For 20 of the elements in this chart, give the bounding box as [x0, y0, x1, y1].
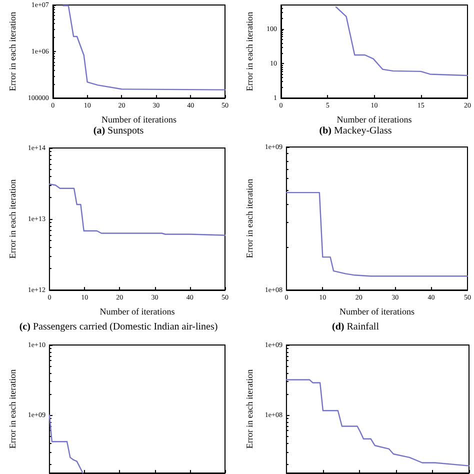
x-axis-title: Number of iterations	[101, 114, 177, 124]
y-axis-title: Error in each iteration	[8, 368, 18, 449]
y-axis-title: Error in each iteration	[244, 11, 254, 92]
line-series	[286, 379, 470, 466]
line-series	[286, 192, 468, 277]
x-axis-title: Number of iterations	[336, 114, 412, 124]
x-axis-title: Number of iterations	[339, 306, 415, 316]
text: (a) Sunspots	[93, 126, 144, 136]
x-axis-title: Number of iterations	[100, 306, 176, 316]
text: (d) Rainfall	[332, 322, 380, 332]
y-axis-title: Error in each iteration	[244, 178, 254, 258]
y-axis-title: Error in each iteration	[8, 11, 18, 92]
text: (b) Mackey-Glass	[319, 126, 392, 136]
line-series	[48, 414, 84, 474]
line-series	[62, 5, 226, 90]
line-series	[48, 184, 226, 236]
y-axis-title: Error in each iteration	[244, 368, 254, 449]
y-axis-title: Error in each iteration	[8, 178, 18, 259]
text: (c) Passengers carried (Domestic Indian air-lines)	[19, 322, 218, 332]
line-series	[335, 6, 468, 76]
